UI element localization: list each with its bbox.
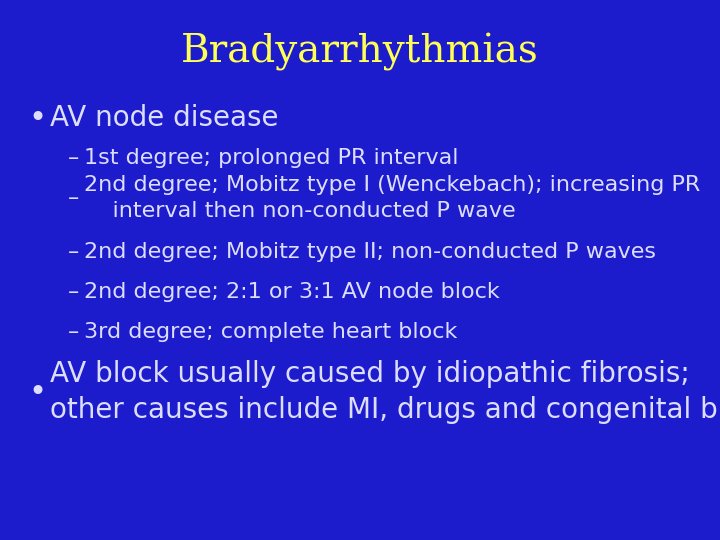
Text: •: • bbox=[28, 104, 46, 132]
Text: 3rd degree; complete heart block: 3rd degree; complete heart block bbox=[84, 322, 457, 342]
Text: –: – bbox=[68, 282, 79, 302]
Text: AV block usually caused by idiopathic fibrosis;
other causes include MI, drugs a: AV block usually caused by idiopathic fi… bbox=[50, 360, 720, 424]
Text: 2nd degree; Mobitz type I (Wenckebach); increasing PR
    interval then non-cond: 2nd degree; Mobitz type I (Wenckebach); … bbox=[84, 175, 701, 221]
Text: –: – bbox=[68, 322, 79, 342]
Text: 2nd degree; Mobitz type II; non-conducted P waves: 2nd degree; Mobitz type II; non-conducte… bbox=[84, 242, 656, 262]
Text: –: – bbox=[68, 242, 79, 262]
Text: 1st degree; prolonged PR interval: 1st degree; prolonged PR interval bbox=[84, 148, 459, 168]
Text: Bradyarrhythmias: Bradyarrhythmias bbox=[181, 33, 539, 71]
Text: –: – bbox=[68, 188, 79, 208]
Text: 2nd degree; 2:1 or 3:1 AV node block: 2nd degree; 2:1 or 3:1 AV node block bbox=[84, 282, 500, 302]
Text: AV node disease: AV node disease bbox=[50, 104, 279, 132]
Text: •: • bbox=[28, 377, 46, 407]
Text: –: – bbox=[68, 148, 79, 168]
